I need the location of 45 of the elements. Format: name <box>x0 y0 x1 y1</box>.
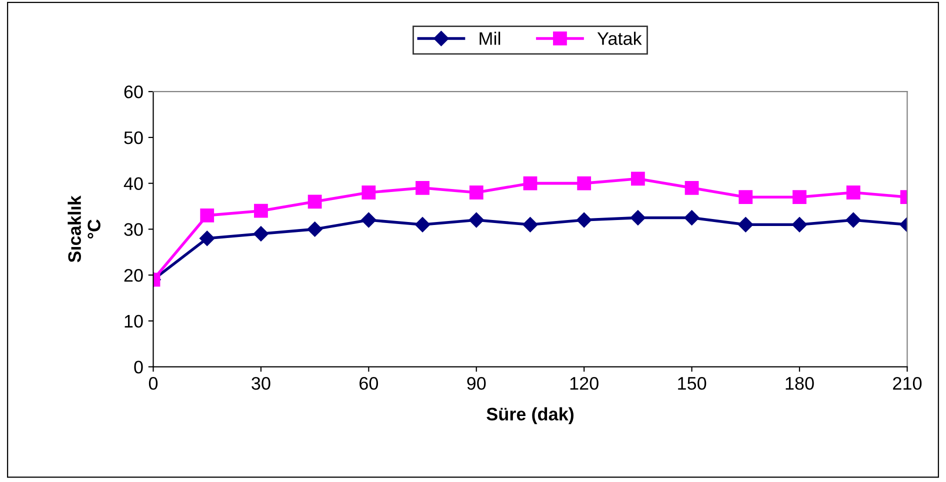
x-tick-label: 30 <box>252 377 270 390</box>
point <box>200 230 215 246</box>
point <box>630 210 646 226</box>
point <box>792 190 806 204</box>
point <box>362 186 376 200</box>
x-tick-label: 90 <box>467 377 486 390</box>
x-tick-label: 180 <box>786 377 814 390</box>
point <box>254 204 268 218</box>
point <box>253 226 269 242</box>
point <box>414 217 430 232</box>
y-tick-label: 40 <box>124 177 143 190</box>
x-tick-label: 210 <box>893 377 922 390</box>
point <box>577 176 592 190</box>
x-tick-label: 60 <box>360 377 378 390</box>
legend-label: Mil <box>480 32 500 45</box>
point <box>416 180 430 195</box>
point <box>523 176 538 190</box>
y-tick-label: 50 <box>124 131 143 144</box>
point <box>469 186 484 200</box>
point <box>846 212 861 228</box>
point <box>576 212 592 228</box>
point <box>738 190 753 204</box>
point <box>200 208 214 222</box>
y-axis-title: Sıcaklık °C <box>68 196 100 262</box>
y-tick-label: 10 <box>124 314 143 328</box>
x-tick-label: 0 <box>148 377 158 390</box>
point <box>307 222 322 237</box>
point <box>738 217 754 232</box>
point <box>684 180 699 195</box>
point <box>846 186 860 200</box>
point <box>468 212 484 228</box>
point <box>361 212 376 228</box>
point <box>308 194 322 209</box>
x-tick-label: 150 <box>678 377 706 390</box>
x-tick-label: 120 <box>570 377 598 390</box>
point <box>522 217 538 232</box>
point <box>792 217 808 232</box>
x-axis-title: Süre (dak) <box>486 407 574 424</box>
point <box>630 172 645 186</box>
point <box>684 210 700 226</box>
y-tick-label: 60 <box>124 86 143 98</box>
y-tick-label: 30 <box>124 223 143 236</box>
legend-label: Yatak <box>597 32 642 45</box>
y-tick-label: 0 <box>134 360 143 374</box>
y-tick-label: 20 <box>124 268 143 282</box>
